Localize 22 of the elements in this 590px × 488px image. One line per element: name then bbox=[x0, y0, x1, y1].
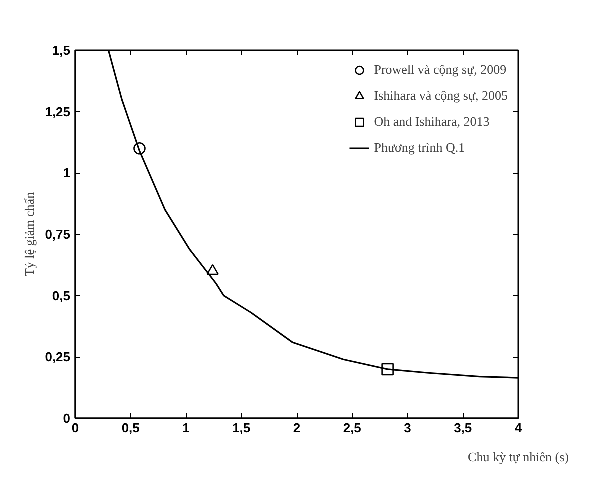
legend-label: Prowell và cộng sự, 2009 bbox=[374, 62, 507, 78]
x-tick-label: 1 bbox=[182, 420, 190, 436]
legend-label: Oh and Ishihara, 2013 bbox=[374, 114, 490, 130]
legend-label: Ishihara và cộng sự, 2005 bbox=[374, 88, 508, 104]
x-tick-label: 3,5 bbox=[454, 420, 472, 436]
y-tick-label: 1,25 bbox=[45, 104, 71, 120]
x-tick-label: 2 bbox=[293, 420, 301, 436]
y-tick-label: 1 bbox=[63, 166, 71, 181]
legend-label: Phương trình Q.1 bbox=[374, 140, 466, 156]
y-tick-label: 0,75 bbox=[45, 227, 71, 242]
x-tick-label: 3 bbox=[404, 420, 412, 436]
y-tick-label: 0,25 bbox=[45, 350, 71, 365]
point bbox=[206, 264, 219, 276]
x-tick-label: 0,5 bbox=[122, 420, 140, 436]
y-axis-title: Tỷ lệ giảm chấn bbox=[22, 192, 38, 277]
x-tick-label: 1,5 bbox=[232, 420, 251, 436]
x-tick-label: 4 bbox=[514, 420, 523, 436]
y-tick-label: 1,5 bbox=[52, 43, 71, 58]
y-tick-label: 0,5 bbox=[52, 288, 71, 304]
x-axis-title: Chu kỳ tự nhiên (s) bbox=[468, 450, 569, 464]
y-tick-label: 0 bbox=[63, 411, 71, 426]
x-tick-label: 2,5 bbox=[343, 420, 362, 436]
